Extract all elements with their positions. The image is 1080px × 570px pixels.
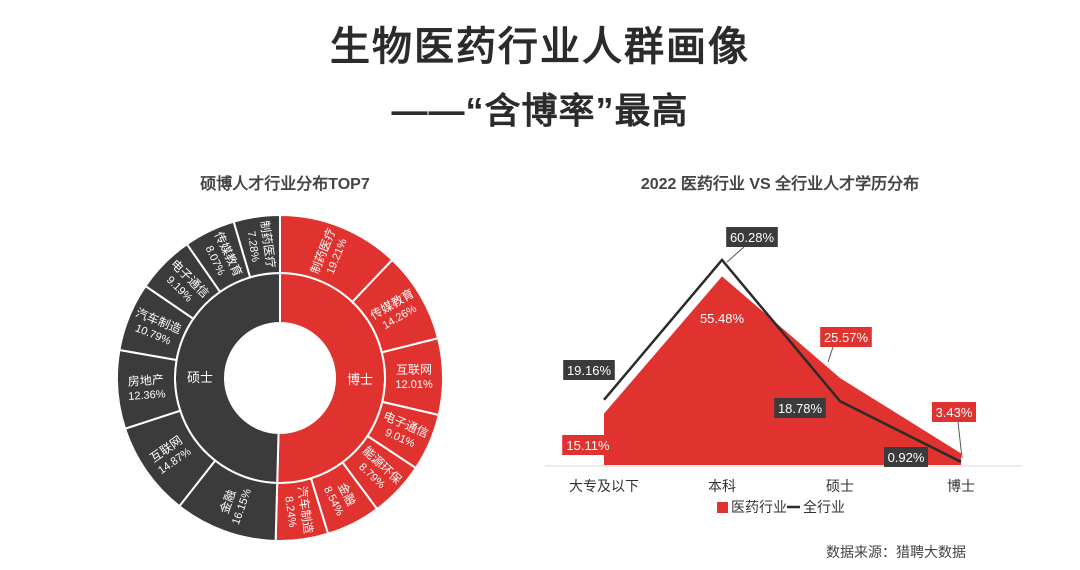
line-value-2-box	[774, 398, 826, 418]
x-tick-label-0: 大专及以下	[569, 478, 639, 494]
legend-swatch-医药行业	[717, 502, 728, 513]
right-chart-title: 2022 医药行业 VS 全行业人才学历分布	[640, 176, 920, 193]
leader-line-2	[957, 421, 963, 459]
line-value-1: 60.28%	[730, 230, 775, 245]
leader-line-3	[827, 346, 834, 363]
group-label-1: 硕士	[187, 370, 213, 385]
segment-1-6	[232, 213, 281, 279]
x-tick-label-3: 博士	[947, 478, 975, 494]
segment-name-1-2: 房地产	[127, 371, 164, 389]
main-title: 生物医药行业人群画像	[330, 25, 750, 69]
area-value-3-box	[932, 402, 976, 422]
segment-value-1-6: 7.28%	[245, 230, 261, 263]
segment-value-1-2: 12.36%	[128, 388, 166, 403]
line-value-3: 0.92%	[888, 450, 925, 465]
area-chart: 大专及以下 本科 硕士 博士 15.11% 55.48% 25.57% 3.43% 19.16%…	[545, 227, 1022, 515]
segment-name-1-6: 制药医疗	[257, 220, 278, 270]
legend-label-医药行业: 医药行业	[731, 499, 787, 515]
area-value-0-box	[562, 435, 614, 455]
legend-label-全行业: 全行业	[803, 499, 845, 515]
left-chart-title: 硕博人才行业分布TOP7	[200, 176, 370, 193]
segment-name-0-2: 互联网	[396, 363, 432, 377]
area-value-3: 3.43%	[936, 405, 973, 420]
segment-value-0-6: 8.24%	[282, 496, 298, 529]
segment-label-0-2: 互联网 12.01%	[395, 363, 433, 391]
area-value-2-box	[820, 327, 872, 347]
group-label-0: 博士	[347, 372, 373, 387]
area-value-2: 25.57%	[824, 330, 869, 345]
line-value-1-box	[726, 227, 778, 247]
data-source: 数据来源：猎聘大数据	[826, 544, 966, 560]
line-value-2: 18.78%	[778, 401, 823, 416]
area-series-医药行业	[604, 276, 961, 465]
main-subtitle: ——“含博率”最高	[391, 90, 689, 131]
x-tick-label-1: 本科	[708, 478, 736, 494]
line-value-3-box	[884, 447, 928, 467]
leader-line-1	[726, 246, 745, 263]
line-series-全行业	[603, 258, 962, 463]
segment-name-0-6: 汽车制造	[295, 485, 316, 535]
area-value-0: 15.11%	[566, 438, 610, 453]
sunburst-chart: 博士制药医疗19.21%传媒教育14.26%互联网12.01%电子通信9.01%…	[116, 213, 444, 542]
segment-value-0-2: 12.01%	[395, 379, 433, 391]
line-value-0: 19.16%	[567, 363, 612, 378]
area-value-1: 55.48%	[700, 311, 745, 326]
line-value-0-box	[563, 360, 615, 380]
x-tick-label-2: 硕士	[826, 478, 854, 494]
